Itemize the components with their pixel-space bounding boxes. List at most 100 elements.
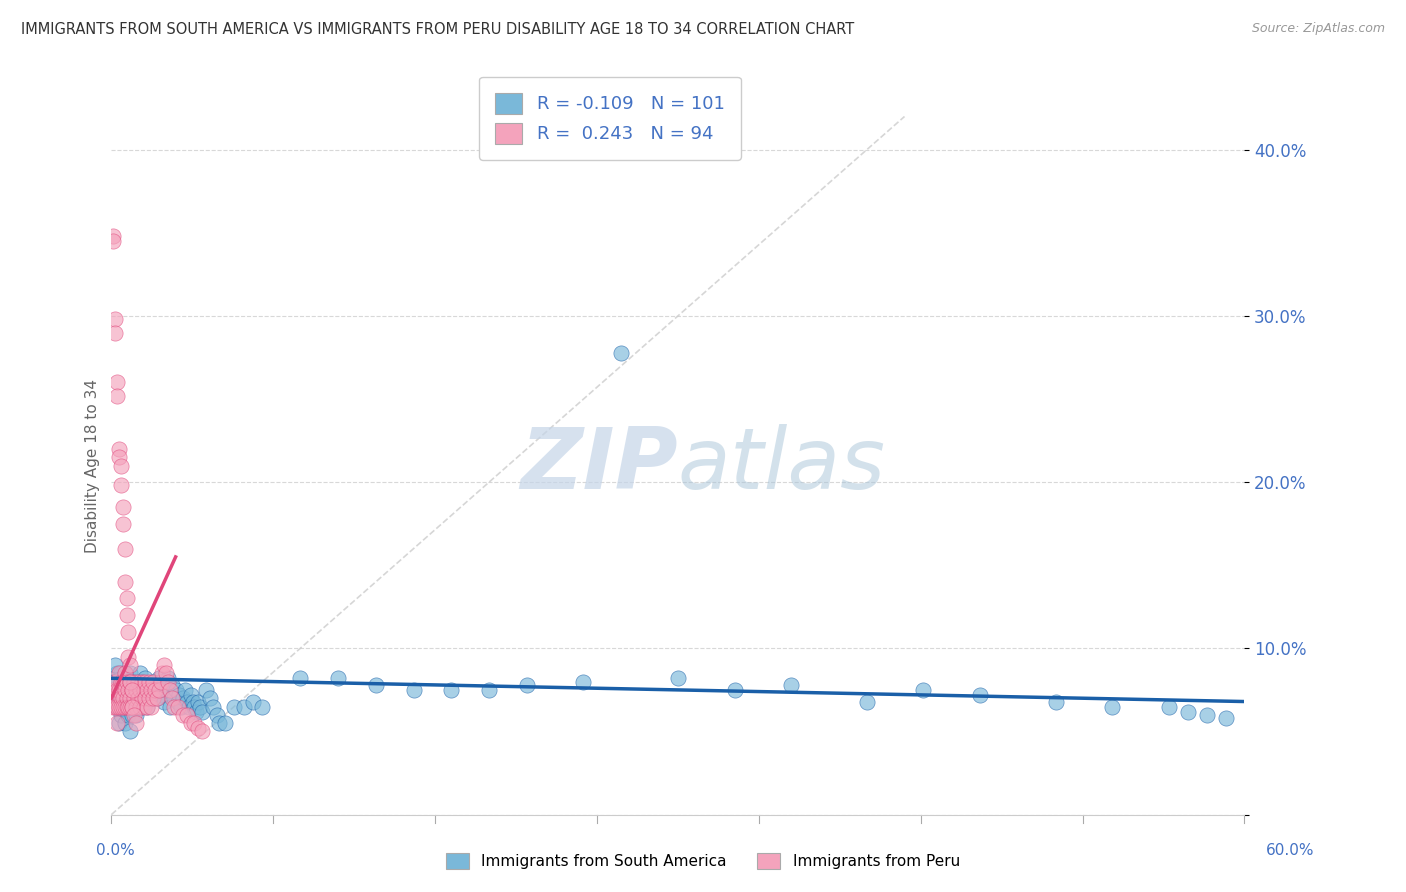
Point [114,666,136,681]
Point [114,574,136,589]
Point [104,326,127,340]
Point [136,699,159,714]
Text: ZIP: ZIP [520,424,678,507]
Point [183,699,205,714]
Point [516,678,538,692]
Point [912,682,935,697]
Text: IMMIGRANTS FROM SOUTH AMERICA VS IMMIGRANTS FROM PERU DISABILITY AGE 18 TO 34 CO: IMMIGRANTS FROM SOUTH AMERICA VS IMMIGRA… [21,22,855,37]
Point [188,699,211,714]
Point [105,376,128,390]
Point [202,699,225,714]
Point [108,699,131,714]
Point [131,674,153,689]
Point [572,674,595,689]
Point [125,699,148,714]
Point [170,699,193,714]
Point [105,716,128,731]
Point [111,674,134,689]
Point [132,699,155,714]
Point [174,682,197,697]
Point [115,591,138,606]
Point [134,691,156,706]
Point [143,682,166,697]
Point [139,682,162,697]
Point [131,691,153,706]
Point [153,657,176,672]
Point [127,691,149,706]
Point [187,694,209,708]
Legend: Immigrants from South America, Immigrants from Peru: Immigrants from South America, Immigrant… [440,847,966,875]
Point [134,694,156,708]
Point [326,671,349,685]
Point [166,694,188,708]
Point [104,674,127,689]
Point [104,699,127,714]
Point [103,682,125,697]
Point [110,478,132,492]
Point [114,682,136,697]
Point [148,682,170,697]
Point [121,699,143,714]
Point [205,707,228,722]
Point [142,674,165,689]
Point [163,699,186,714]
Point [153,694,176,708]
Point [117,682,139,697]
Point [134,671,156,685]
Point [122,707,145,722]
Point [214,716,236,731]
Point [155,666,177,681]
Point [117,682,139,697]
Point [103,234,125,248]
Point [143,682,166,697]
Point [252,699,274,714]
Point [117,707,139,722]
Point [855,694,877,708]
Point [139,682,162,697]
Point [105,666,128,681]
Point [115,691,138,706]
Point [364,678,387,692]
Point [110,674,132,689]
Point [128,666,150,681]
Text: 0.0%: 0.0% [96,843,135,858]
Point [1215,711,1237,725]
Point [125,682,148,697]
Y-axis label: Disability Age 18 to 34: Disability Age 18 to 34 [86,378,100,552]
Legend: R = -0.109   N = 101, R =  0.243   N = 94: R = -0.109 N = 101, R = 0.243 N = 94 [479,77,741,160]
Text: 60.0%: 60.0% [1267,843,1315,858]
Point [120,666,142,681]
Point [117,624,139,639]
Point [120,674,142,689]
Point [115,608,138,623]
Point [122,674,145,689]
Point [134,674,156,689]
Point [120,657,142,672]
Point [148,671,170,685]
Point [138,691,160,706]
Point [723,682,745,697]
Point [104,691,127,706]
Point [117,699,139,714]
Point [142,691,165,706]
Point [104,674,127,689]
Point [108,666,131,681]
Point [125,707,148,722]
Point [110,666,132,681]
Point [110,699,132,714]
Point [127,674,149,689]
Point [478,682,501,697]
Point [115,674,138,689]
Point [104,312,127,326]
Point [165,682,187,697]
Point [122,699,145,714]
Point [402,682,425,697]
Point [187,721,209,735]
Point [108,450,131,465]
Point [122,691,145,706]
Point [163,691,186,706]
Point [290,671,312,685]
Point [780,678,803,692]
Point [183,716,205,731]
Point [194,682,217,697]
